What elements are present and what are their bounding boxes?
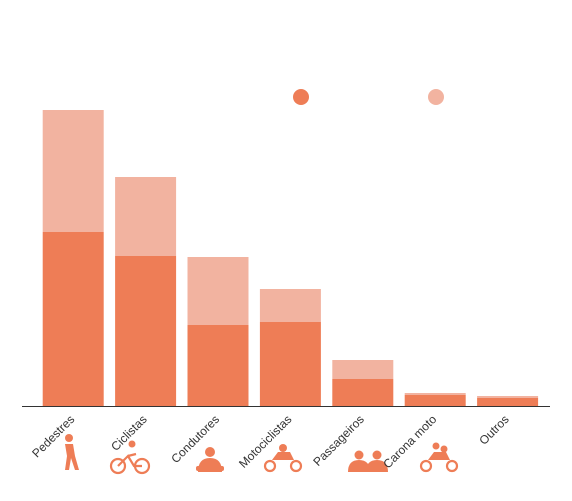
icon-passengers [348, 450, 388, 472]
bar-segment [259, 289, 321, 322]
icon-motorcycle [263, 444, 303, 473]
icon-cyclist [109, 440, 151, 475]
bar-segment [187, 257, 249, 325]
bar-segment [404, 395, 466, 406]
x-tick-label: Outros [476, 412, 511, 447]
bar-segment [42, 110, 104, 232]
bar-segment [477, 398, 539, 406]
icons [65, 434, 459, 475]
legend-marker [428, 89, 444, 105]
x-tick-label: Ciclistas [108, 412, 149, 453]
icon-driver [196, 447, 224, 472]
x-tick-label: Motociclistas [236, 412, 294, 470]
bar-segment [332, 379, 394, 406]
bar-segment [259, 322, 321, 406]
bar-segment [477, 396, 539, 398]
bar-segment [332, 360, 394, 379]
bar-segment [115, 177, 177, 256]
bar-segment [115, 256, 177, 406]
legend-marker [293, 89, 309, 105]
bar-segment [187, 325, 249, 406]
bar-segment [404, 393, 466, 395]
icon-pedestrian [65, 434, 79, 470]
x-tick-label: Condutores [168, 412, 222, 466]
bar-segment [42, 232, 104, 406]
icon-moto-passenger [419, 442, 459, 473]
